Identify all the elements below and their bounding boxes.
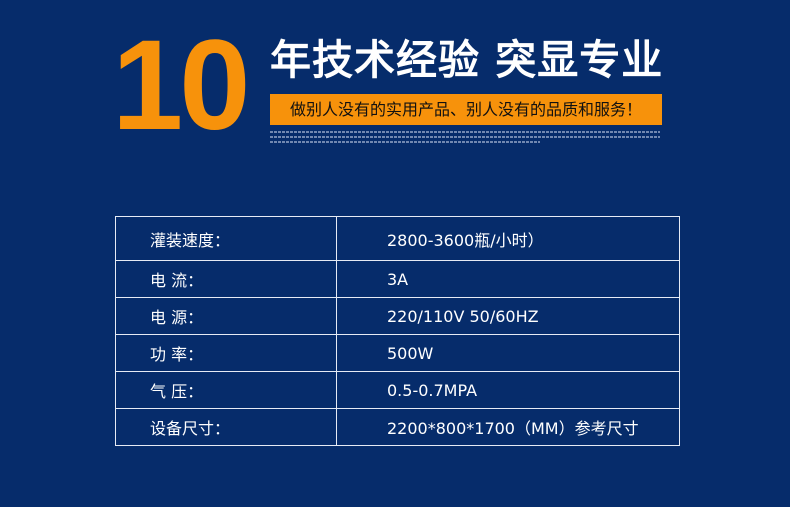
spec-label: 电 流： <box>115 260 337 298</box>
spec-value: 3A <box>336 260 680 298</box>
spec-label: 气 压： <box>115 371 337 409</box>
table-row: 气 压： 0.5-0.7MPA <box>115 371 680 409</box>
big-number: 10 <box>112 14 250 157</box>
table-row: 灌装速度： 2800-3600瓶/小时） <box>115 216 680 261</box>
slogan-banner: 做别人没有的实用产品、别人没有的品质和服务！ <box>270 94 662 125</box>
decorative-fine-text <box>270 141 540 143</box>
spec-value: 2800-3600瓶/小时） <box>336 216 680 261</box>
spec-value: 2200*800*1700（MM）参考尺寸 <box>336 408 680 446</box>
table-row: 功 率： 500W <box>115 334 680 372</box>
spec-label: 电 源： <box>115 297 337 335</box>
spec-label: 功 率： <box>115 334 337 372</box>
table-row: 电 源： 220/110V 50/60HZ <box>115 297 680 335</box>
spec-value: 500W <box>336 334 680 372</box>
headline: 年技术经验 突显专业 <box>270 36 664 84</box>
table-row: 设备尺寸： 2200*800*1700（MM）参考尺寸 <box>115 408 680 446</box>
decorative-fine-text <box>270 131 660 133</box>
spec-value: 220/110V 50/60HZ <box>336 297 680 335</box>
spec-label: 灌装速度： <box>115 216 337 261</box>
spec-label: 设备尺寸： <box>115 408 337 446</box>
spec-table: 灌装速度： 2800-3600瓶/小时） 电 流： 3A 电 源： 220/110V … <box>115 216 680 446</box>
table-row: 电 流： 3A <box>115 260 680 298</box>
decorative-fine-text <box>270 136 660 138</box>
spec-value: 0.5-0.7MPA <box>336 371 680 409</box>
